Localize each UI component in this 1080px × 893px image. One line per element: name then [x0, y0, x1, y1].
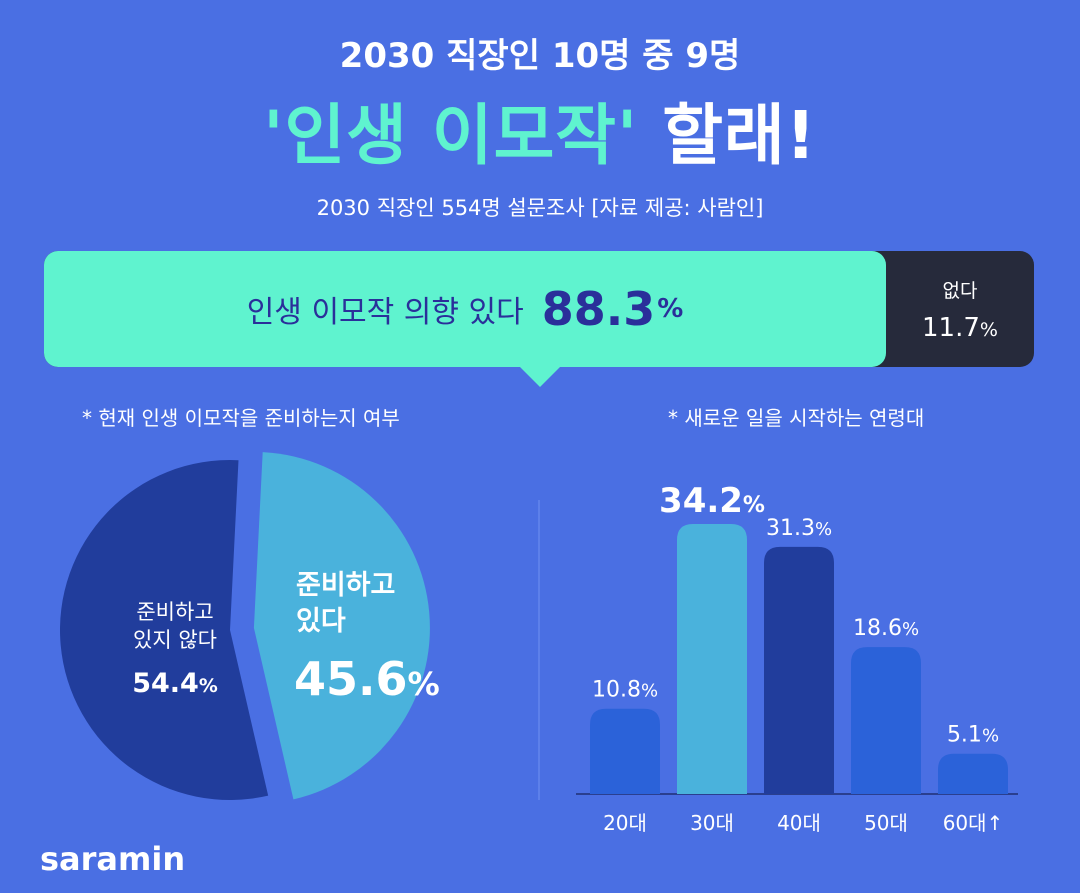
- headline-suffix: 할래!: [662, 97, 817, 174]
- pie-light-label-line1: 준비하고: [296, 570, 396, 601]
- bar-category-label: 50대: [864, 811, 908, 835]
- bar-20대: [590, 708, 660, 794]
- pie-light-value: 45.6%: [294, 652, 440, 706]
- chart-divider: [538, 500, 540, 800]
- bar-value-label: 31.3%: [766, 516, 832, 541]
- intent-no-value: 11.7: [922, 312, 980, 343]
- bar-category-label: 40대: [777, 811, 821, 835]
- survey-note: 2030 직장인 554명 설문조사 [자료 제공: 사람인]: [316, 196, 764, 220]
- intent-bar: 인생 이모작 의향 있다 88.3 % 없다 11.7%: [44, 251, 1034, 387]
- intent-yes-label: 인생 이모작 의향 있다: [246, 295, 524, 330]
- bar-60대↑: [938, 753, 1008, 794]
- headline-top: 2030 직장인 10명 중 9명: [339, 36, 741, 76]
- bar-value-label: 5.1%: [947, 723, 999, 748]
- bar-40대: [764, 546, 834, 794]
- intent-yes-unit: %: [657, 294, 684, 324]
- bar-category-label: 60대↑: [943, 811, 1004, 835]
- pie-dark-label-line1: 준비하고: [136, 600, 214, 624]
- bar-50대: [851, 647, 921, 794]
- pie-light-label-line2: 있다: [296, 606, 346, 637]
- age-bar-chart: 10.8% 20대 34.2% 30대 31.3% 40대 18.6% 50대 5.1% 60대↑: [576, 481, 1018, 835]
- bar-value-label: 10.8%: [592, 678, 658, 703]
- bar-value-label: 34.2%: [659, 481, 765, 521]
- pie-caption: * 현재 인생 이모작을 준비하는지 여부: [82, 406, 400, 430]
- headline-main: '인생 이모작' 할래!: [0, 82, 1080, 178]
- pie-dark-number: 54.4: [132, 668, 199, 699]
- pie-light-label: 준비하고 있다: [296, 568, 395, 640]
- bar-30대: [677, 524, 747, 794]
- pie-dark-unit: %: [198, 675, 218, 697]
- intent-pointer: [518, 365, 562, 387]
- bar-caption: * 새로운 일을 시작하는 연령대: [668, 406, 925, 430]
- pie-chart: [60, 452, 430, 800]
- pie-dark-value: 54.4%: [105, 668, 245, 699]
- intent-yes-value: 88.3: [541, 282, 656, 336]
- intent-no-label: 없다: [942, 279, 978, 302]
- intent-yes-segment: 인생 이모작 의향 있다 88.3 %: [44, 251, 886, 367]
- bar-value-label: 18.6%: [853, 616, 919, 641]
- bar-category-label: 20대: [603, 811, 647, 835]
- intent-no-unit: %: [979, 318, 998, 341]
- pie-dark-label: 준비하고 있지 않다: [105, 598, 245, 654]
- saramin-logo: saramin: [40, 840, 186, 878]
- pie-light-number: 45.6: [294, 652, 408, 706]
- pie-dark-label-line2: 있지 않다: [133, 628, 217, 652]
- headline-quote: '인생 이모작': [263, 97, 639, 174]
- pie-slice-not-preparing: [60, 460, 269, 800]
- intent-no-segment: 없다 11.7%: [886, 251, 1034, 367]
- bar-category-label: 30대: [690, 811, 734, 835]
- pie-light-unit: %: [407, 665, 440, 703]
- pie-slice-preparing: [253, 452, 430, 800]
